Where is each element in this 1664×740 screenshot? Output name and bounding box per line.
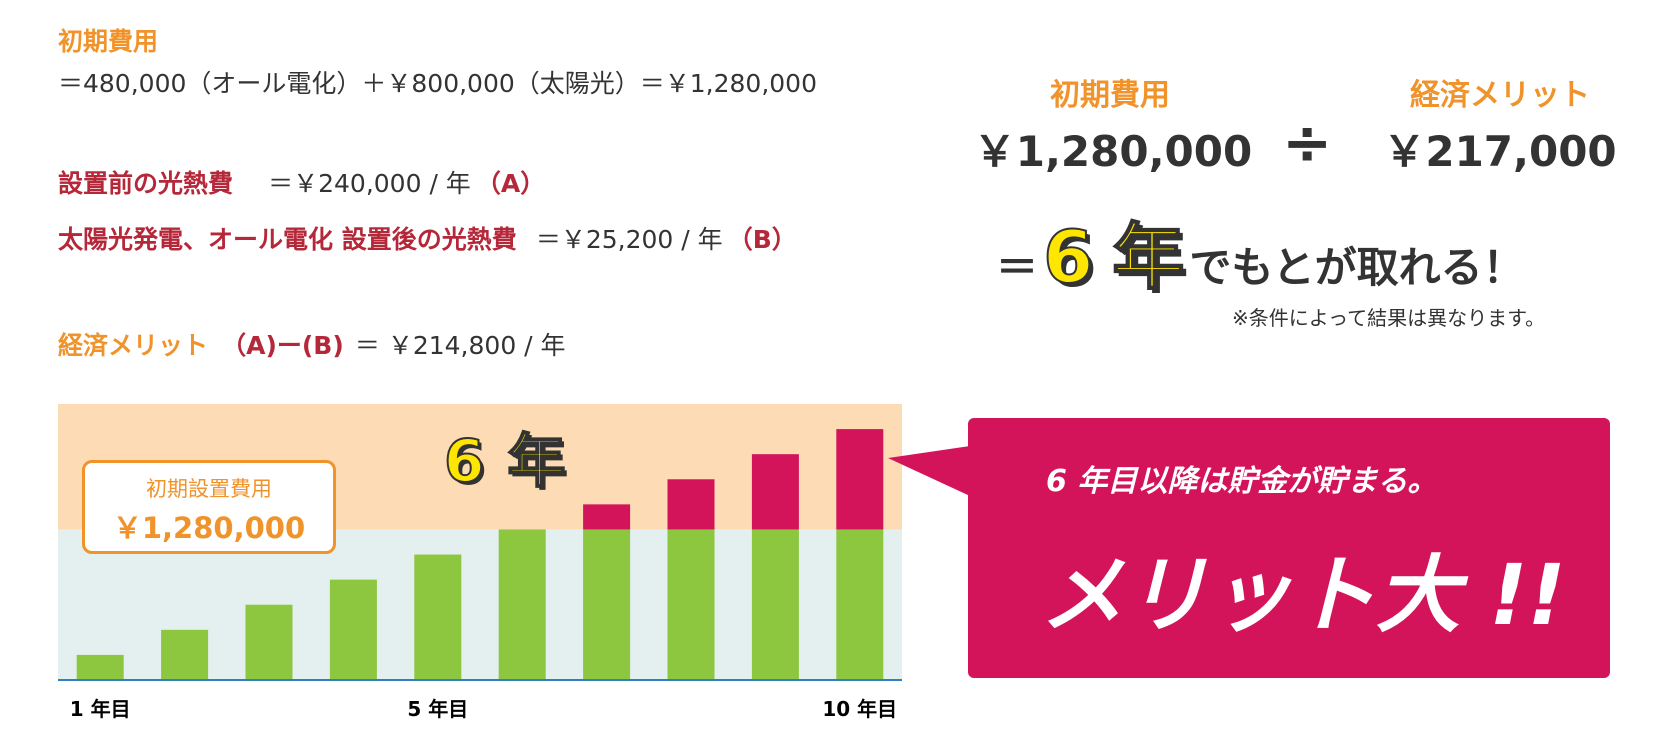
- callout-small-text: 6 年目以降は貯金が貯まる。: [1046, 464, 1438, 499]
- bar-green-3: [245, 604, 293, 680]
- x-tick-label-2: 5 年目: [407, 697, 468, 721]
- merit-value: ＝ ￥214,800 / 年: [354, 331, 566, 360]
- before-cost-row: 設置前の光熱費 ＝￥240,000 / 年 （A）: [58, 164, 545, 200]
- bar-green-1: [76, 654, 124, 680]
- threshold-label-number: 6: [443, 426, 485, 496]
- before-cost-tag: （A）: [475, 169, 546, 198]
- x-tick-label-3: 10 年目: [822, 697, 897, 721]
- initial-cost-formula: ＝480,000（オール電化）＋￥800,000（太陽光）＝￥1,280,000: [58, 69, 817, 98]
- after-cost-row: 太陽光発電、オール電化 設置後の光熱費 ＝￥25,200 / 年 （B）: [58, 220, 797, 256]
- bar-green-8: [667, 529, 715, 680]
- result-suffix: でもとが取れる！: [1189, 243, 1525, 292]
- callout-big-text: メリット大 !!: [1040, 546, 1566, 644]
- bar-green-2: [161, 629, 209, 680]
- bar-green-4: [329, 579, 377, 680]
- initial-cost-box-label: 初期設置費用: [146, 477, 272, 501]
- before-cost-label: 設置前の光熱費: [58, 169, 234, 198]
- after-cost-tag: （B）: [727, 225, 797, 254]
- merit-formula: （A)ー(B): [221, 331, 344, 360]
- bar-green-6: [498, 529, 546, 680]
- bar-red-8: [667, 479, 715, 530]
- after-cost-label: 太陽光発電、オール電化 設置後の光熱費: [58, 225, 517, 254]
- summary-merit-value: ￥217,000: [1383, 127, 1617, 176]
- result-unit: 年: [1111, 214, 1185, 300]
- after-cost-value: ＝￥25,200 / 年: [535, 225, 723, 254]
- x-tick-label-1: 1 年目: [70, 697, 131, 721]
- result-number: 6: [1042, 214, 1094, 300]
- disclaimer-note: ※条件によって結果は異なります。: [1232, 306, 1546, 330]
- bar-red-7: [583, 504, 631, 530]
- result-prefix: ＝: [996, 243, 1039, 292]
- result-line: ＝ 6 年 でもとが取れる！: [996, 198, 1525, 303]
- threshold-label: 6 年: [443, 414, 566, 498]
- initial-cost-box: 初期設置費用 ￥1,280,000: [82, 460, 336, 554]
- initial-cost-label: 初期費用: [58, 27, 159, 56]
- callout-pointer: [888, 446, 970, 496]
- bar-green-10: [836, 529, 884, 680]
- initial-cost-box-value: ￥1,280,000: [112, 511, 306, 545]
- bar-red-10: [836, 429, 884, 530]
- summary-merit-label: 経済メリット: [1410, 78, 1590, 113]
- summary-cost-label: 初期費用: [1050, 78, 1170, 113]
- merit-callout: 6 年目以降は貯金が貯まる。 メリット大 !!: [968, 418, 1610, 678]
- divide-sign: ÷: [1282, 108, 1333, 178]
- bar-green-9: [751, 529, 799, 680]
- summary-cost-value: ￥1,280,000: [973, 127, 1253, 176]
- bar-green-5: [414, 554, 462, 680]
- bar-red-9: [751, 454, 799, 530]
- threshold-label-unit: 年: [506, 426, 566, 496]
- merit-row: 経済メリット （A)ー(B) ＝ ￥214,800 / 年: [58, 326, 566, 362]
- merit-label: 経済メリット: [58, 331, 209, 360]
- before-cost-value: ＝￥240,000 / 年: [268, 169, 471, 198]
- bar-green-7: [583, 529, 631, 680]
